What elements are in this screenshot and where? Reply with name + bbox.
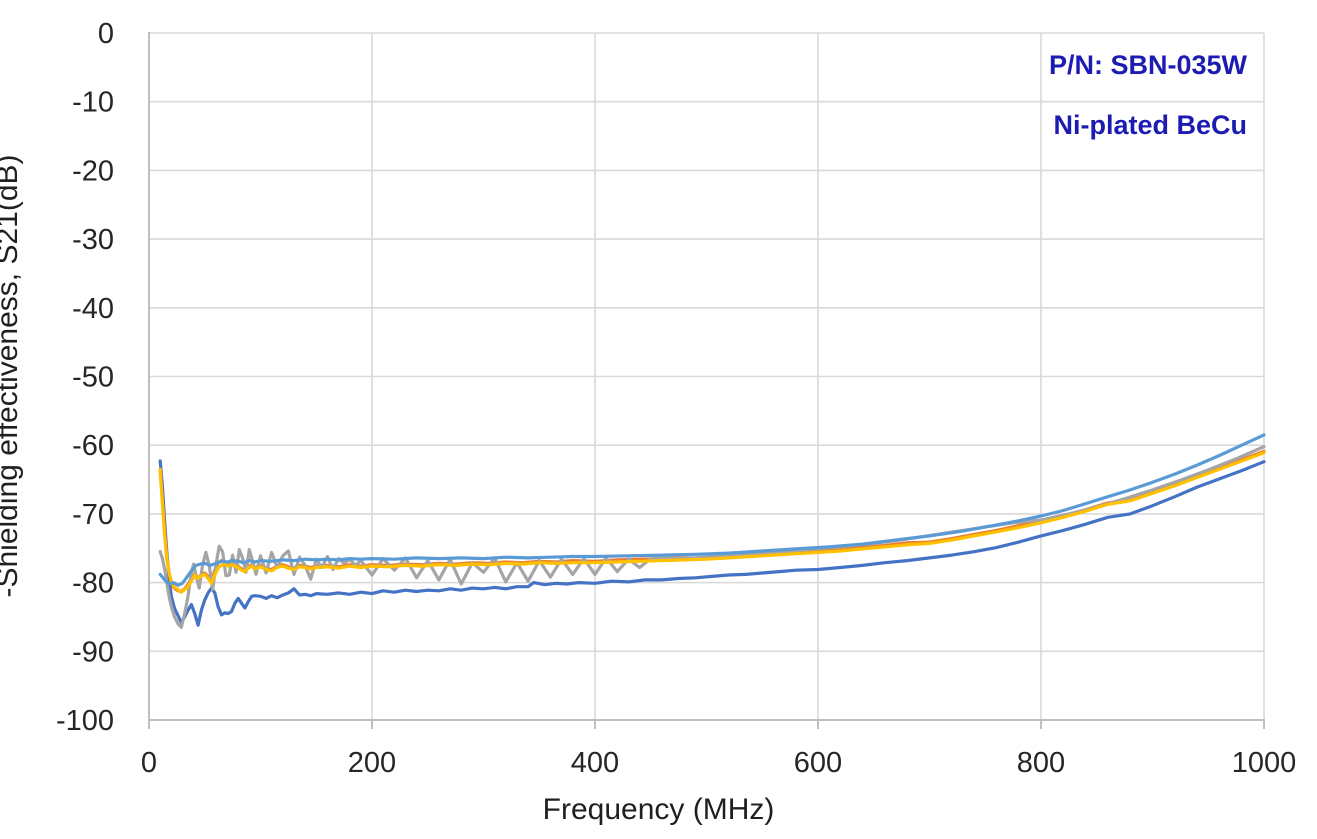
x-tick-label: 200	[348, 747, 396, 779]
part-number-label: P/N: SBN-035W	[1048, 50, 1247, 80]
series-line-series-5	[158, 433, 1266, 587]
x-tick-label: 800	[1017, 747, 1065, 779]
y-tick-label: -50	[72, 362, 114, 394]
y-axis-title-text: -Shielding effectiveness, S21(dB)	[0, 154, 24, 598]
material-label: Ni-plated BeCu	[1053, 110, 1247, 140]
x-axis-title: Frequency (MHz)	[542, 793, 775, 826]
series-line-series-3	[158, 445, 1266, 629]
y-tick-label: -90	[72, 636, 114, 668]
x-tick-label: 600	[794, 747, 842, 779]
y-tick-label: -40	[72, 293, 114, 325]
x-tick-label: 400	[571, 747, 619, 779]
y-tick-label: 0	[98, 18, 114, 50]
y-tick-label: -100	[56, 705, 114, 737]
y-tick-label: -60	[72, 430, 114, 462]
y-tick-label: -10	[72, 87, 114, 119]
x-tick-label: 0	[141, 747, 157, 779]
series-line-series-4	[158, 451, 1266, 594]
series-line-series-1	[158, 459, 1266, 627]
x-tick-label: 1000	[1232, 747, 1297, 779]
y-tick-label: -70	[72, 499, 114, 531]
y-tick-label: -30	[72, 224, 114, 256]
y-tick-label: -20	[72, 155, 114, 187]
y-tick-label: -80	[72, 568, 114, 600]
annotation-block: P/N: SBN-035W Ni-plated BeCu	[1049, 52, 1247, 139]
